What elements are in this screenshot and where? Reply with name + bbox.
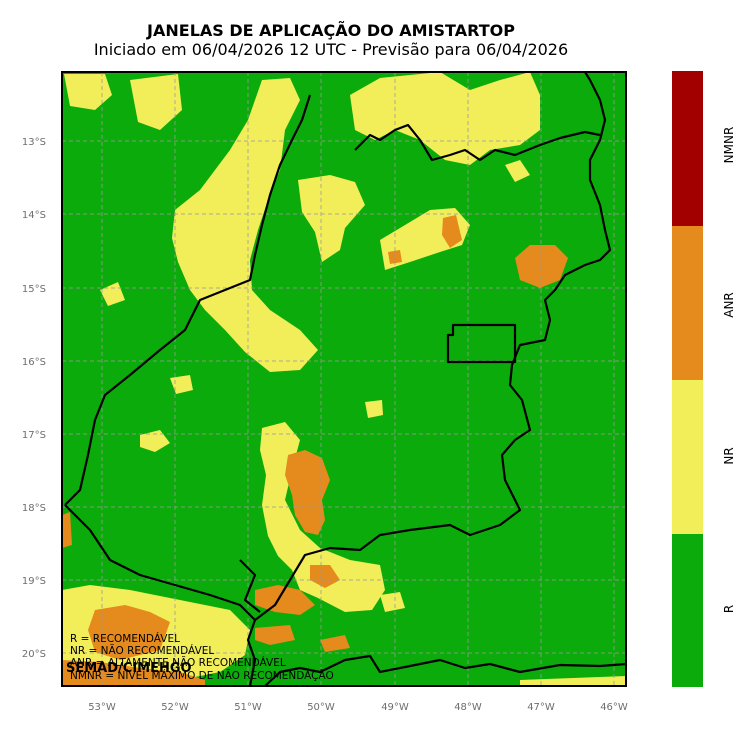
grid-lines bbox=[62, 72, 626, 686]
anr-region-10 bbox=[62, 512, 72, 548]
legend-nmnr: NMNR = NÍVEL MÁXIMO DE NÃO RECOMENDAÇÃO bbox=[70, 669, 334, 682]
nr-region-northwest2 bbox=[130, 74, 182, 130]
lon-tick: 53°W bbox=[88, 702, 116, 713]
lon-tick: 49°W bbox=[381, 702, 409, 713]
lon-tick: 51°W bbox=[234, 702, 262, 713]
lat-tick: 17°S bbox=[22, 430, 46, 441]
anr-region-4 bbox=[285, 450, 330, 535]
lon-tick: 47°W bbox=[527, 702, 555, 713]
lon-tick: 52°W bbox=[161, 702, 189, 713]
colorbar-labels: NMNR ANR NR R bbox=[722, 127, 736, 614]
map-area bbox=[62, 72, 626, 686]
lat-tick: 19°S bbox=[22, 576, 46, 587]
lat-tick: 18°S bbox=[22, 503, 46, 514]
anr-region-1 bbox=[515, 245, 568, 288]
nr-region-north bbox=[350, 72, 540, 165]
lat-tick: 13°S bbox=[22, 137, 46, 148]
nr-region-small-6 bbox=[380, 592, 405, 612]
nr-region-central bbox=[298, 175, 365, 262]
credit-label: SEMAD/CIMEHGO bbox=[66, 661, 192, 676]
lat-tick: 14°S bbox=[22, 210, 46, 221]
colorbar-label-nmnr: NMNR bbox=[722, 127, 736, 164]
nr-region-small-2 bbox=[170, 375, 193, 394]
lon-tick: 48°W bbox=[454, 702, 482, 713]
colorbar-nr bbox=[672, 380, 703, 534]
anr-regions bbox=[62, 215, 568, 686]
lon-tick: 50°W bbox=[307, 702, 335, 713]
anr-region-7 bbox=[255, 625, 295, 645]
nr-region-west bbox=[172, 78, 318, 372]
colorbar bbox=[672, 71, 703, 687]
nr-region-northwest bbox=[64, 74, 112, 110]
map-legend: R = RECOMENDÁVEL NR = NÃO RECOMENDÁVEL A… bbox=[70, 632, 334, 682]
boundary-goias bbox=[64, 72, 612, 686]
legend-r: R = RECOMENDÁVEL bbox=[70, 632, 180, 645]
nr-region-small-7 bbox=[520, 676, 626, 686]
map-frame bbox=[61, 71, 627, 687]
boundary-df bbox=[446, 323, 517, 364]
colorbar-anr bbox=[672, 226, 703, 380]
map-title: JANELAS DE APLICAÇÃO DO AMISTARTOP bbox=[147, 21, 515, 40]
legend-nr: NR = NÃO RECOMENDÁVEL bbox=[70, 644, 214, 657]
colorbar-label-nr: NR bbox=[722, 447, 736, 464]
anr-region-6 bbox=[310, 565, 340, 588]
colorbar-nmnr bbox=[672, 71, 703, 226]
anr-region-2 bbox=[442, 215, 462, 248]
anr-region-8 bbox=[88, 605, 170, 660]
boundary-west bbox=[239, 559, 261, 613]
anr-region-9 bbox=[62, 660, 205, 686]
legend-anr: ANR = ALTAMENTE NÃO RECOMENDÁVEL bbox=[70, 656, 286, 669]
anr-region-11 bbox=[320, 635, 350, 652]
colorbar-label-r: R bbox=[722, 605, 736, 613]
lat-tick: 20°S bbox=[22, 649, 46, 660]
colorbar-r bbox=[672, 534, 703, 687]
lat-tick: 15°S bbox=[22, 284, 46, 295]
lat-tick-labels: 13°S 14°S 15°S 16°S 17°S 18°S 19°S 20°S bbox=[22, 137, 46, 660]
nr-region-small-3 bbox=[365, 400, 383, 418]
boundary-south-mg bbox=[264, 654, 626, 686]
lat-tick: 16°S bbox=[22, 357, 46, 368]
map-subtitle: Iniciado em 06/04/2026 12 UTC - Previsão… bbox=[93, 40, 569, 59]
nr-region-small-1 bbox=[140, 430, 170, 452]
state-boundaries bbox=[64, 72, 626, 686]
lon-tick: 46°W bbox=[600, 702, 628, 713]
colorbar-label-anr: ANR bbox=[722, 292, 736, 318]
nr-region-small-4 bbox=[505, 160, 530, 182]
boundary-north-tocantins bbox=[354, 123, 601, 162]
lon-tick-labels: 53°W 52°W 51°W 50°W 49°W 48°W 47°W 46°W bbox=[88, 702, 628, 713]
